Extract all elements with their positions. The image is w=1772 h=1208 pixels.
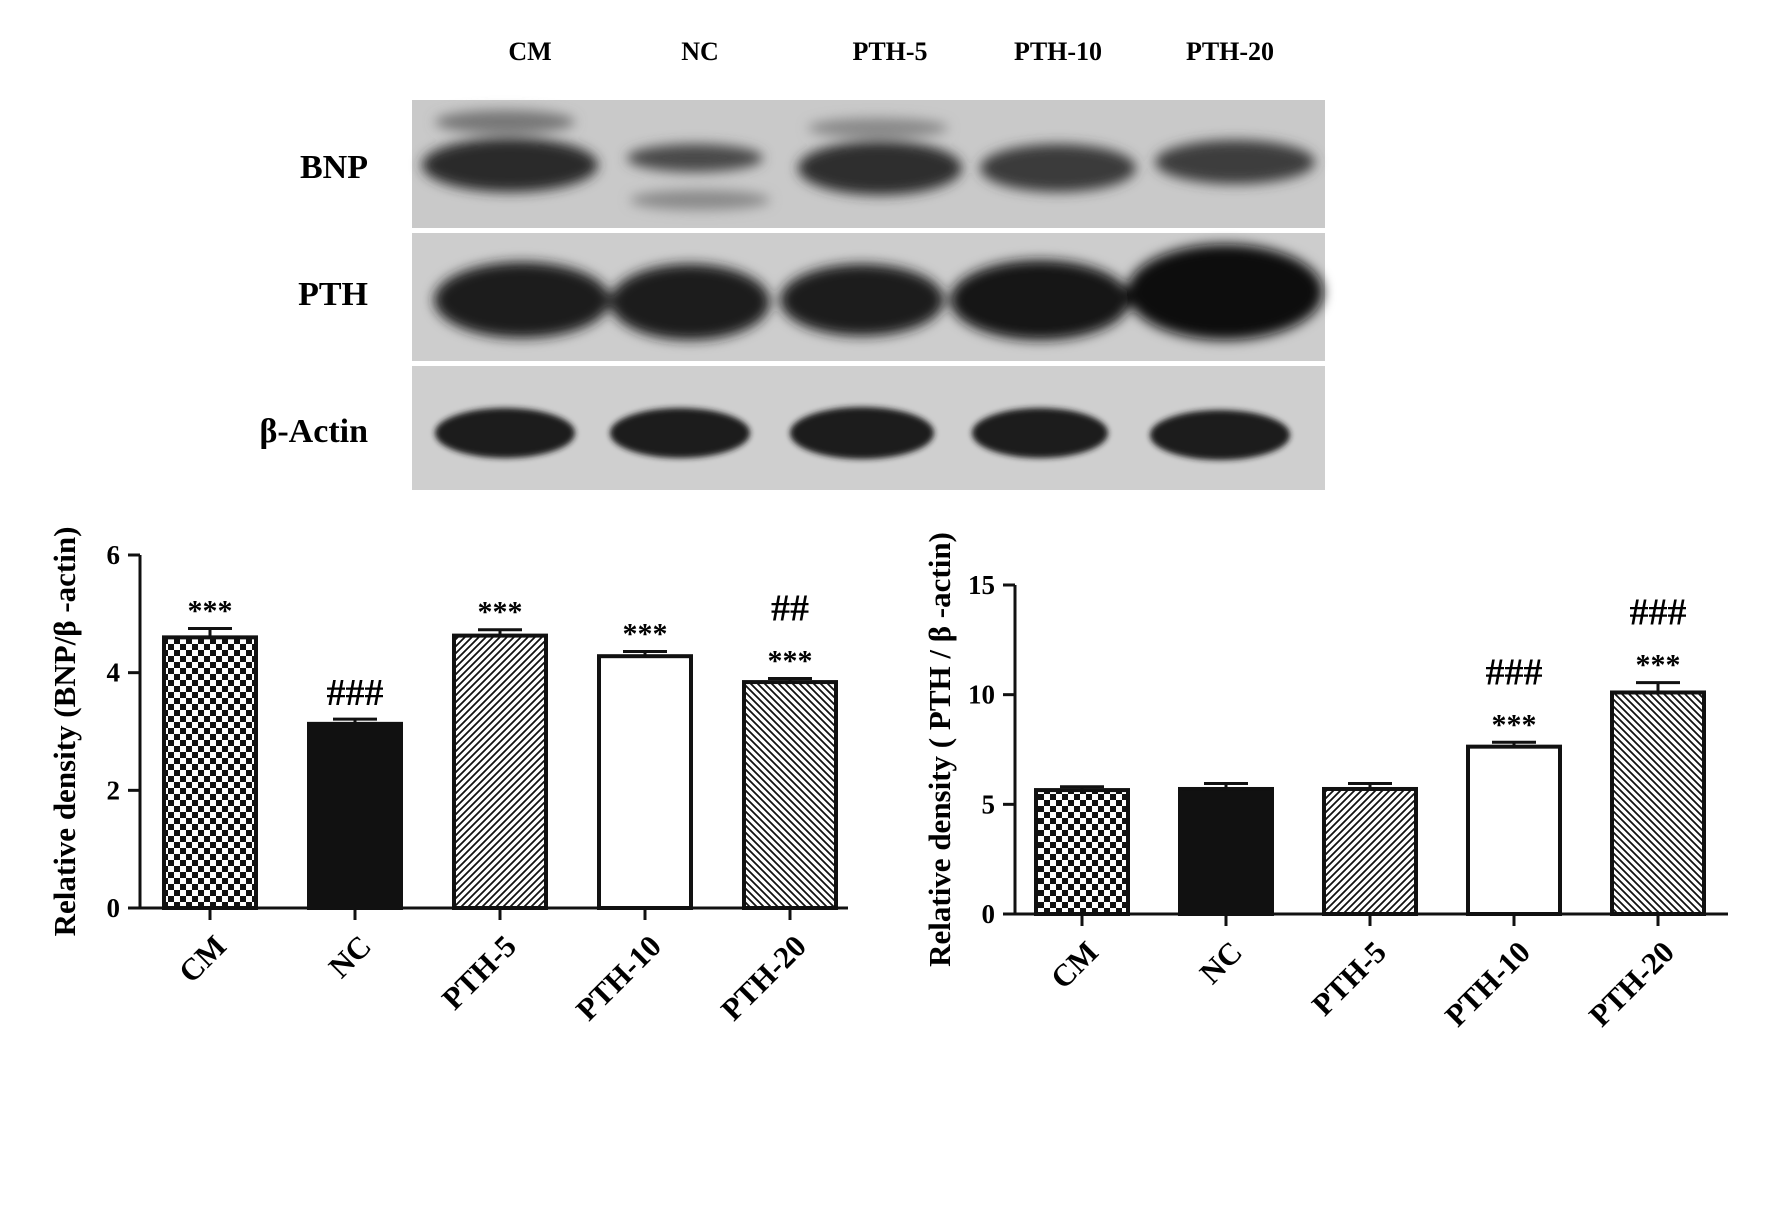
y-tick-label: 10: [968, 680, 995, 710]
x-tick-label: NC: [322, 928, 378, 984]
bar: [162, 635, 258, 910]
x-tick-label: PTH-20: [714, 928, 813, 1027]
lane-label-pth-5: PTH-5: [852, 37, 927, 66]
x-tick-label: PTH-20: [1582, 934, 1681, 1033]
bar: [1322, 786, 1418, 917]
bar: [597, 654, 693, 910]
x-tick-label: PTH-5: [435, 928, 523, 1016]
y-tick-label: 5: [982, 789, 996, 819]
significance-annotation: ***: [1636, 649, 1681, 682]
y-tick-label: 2: [107, 775, 121, 805]
y-tick-label: 0: [982, 899, 996, 929]
chart-pth: 0 5 10 15 Relative density ( PTH / β -actin)…: [922, 532, 1728, 1033]
y-tick-label: 15: [968, 570, 995, 600]
x-tick-label: CM: [172, 928, 233, 989]
chart-bnp: 0 2 4 6 Relative density (BNP/β -actin) CM ***…: [47, 527, 848, 1027]
blot-strip-beta-actin: [412, 366, 1325, 490]
significance-annotation: ***: [188, 595, 233, 628]
blot-strip-bnp: [412, 100, 1325, 228]
x-tick-label: PTH-10: [1438, 934, 1537, 1033]
row-labels: BNP PTH β-Actin: [259, 149, 368, 450]
blot-strip-pth: [412, 233, 1325, 361]
x-tick-label: CM: [1044, 934, 1105, 995]
bar: [1034, 788, 1130, 916]
significance-annotation: ***: [623, 617, 668, 650]
x-tick-label: NC: [1193, 934, 1249, 990]
bar: [1178, 786, 1274, 917]
y-tick-label: 6: [107, 540, 121, 570]
bar: [452, 633, 548, 911]
y-tick-label: 4: [107, 658, 121, 688]
bar: [1466, 744, 1562, 916]
western-blot-panel: CM NC PTH-5 PTH-10 PTH-20 BNP PTH β-Acti…: [259, 37, 1325, 490]
lane-label-pth-10: PTH-10: [1014, 37, 1102, 66]
lane-label-nc: NC: [681, 37, 719, 66]
row-label-pth: PTH: [298, 276, 368, 313]
row-label-bnp: BNP: [300, 149, 368, 186]
x-tick-label: PTH-5: [1305, 934, 1393, 1022]
bar: [1610, 690, 1706, 916]
y-tick-label: 0: [107, 893, 121, 923]
significance-annotation: ##: [771, 588, 809, 630]
significance-annotation: ***: [478, 596, 523, 629]
row-label-beta-actin: β-Actin: [259, 413, 368, 450]
significance-annotation: ***: [1492, 708, 1537, 741]
bar: [307, 721, 403, 910]
x-tick-label: PTH-10: [569, 928, 668, 1027]
significance-annotation: ###: [327, 672, 384, 714]
y-axis-label: Relative density (BNP/β -actin): [47, 527, 82, 937]
bar: [742, 680, 838, 910]
lane-labels: CM NC PTH-5 PTH-10 PTH-20: [508, 37, 1274, 66]
significance-annotation: ###: [1486, 651, 1543, 693]
y-axis-label: Relative density ( PTH / β -actin): [922, 532, 957, 967]
bar-charts: 0 2 4 6 Relative density (BNP/β -actin) CM ***…: [47, 527, 1728, 1033]
significance-annotation: ***: [768, 645, 813, 678]
lane-label-cm: CM: [508, 37, 551, 66]
lane-label-pth-20: PTH-20: [1186, 37, 1274, 66]
significance-annotation: ###: [1630, 592, 1687, 634]
